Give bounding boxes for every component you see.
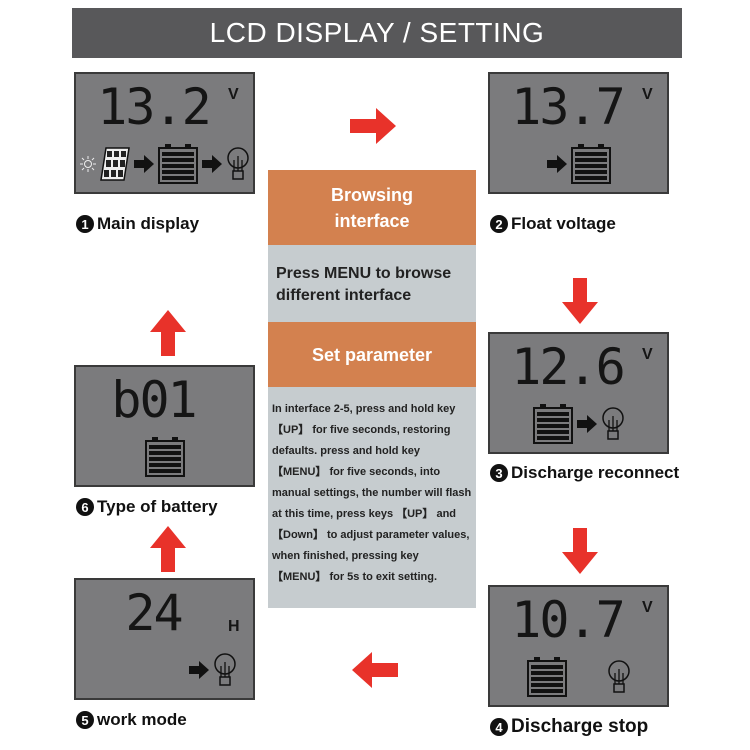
arrow-icon [546,155,567,173]
sun-icon [79,156,96,172]
lcd-unit: V [642,599,653,616]
label-text: Discharge reconnect [511,463,680,482]
lcd-unit: V [228,86,239,103]
arrow-right-icon [350,108,396,144]
arrow-up-icon [150,310,186,356]
label-float-voltage: 2 Float voltage [490,214,616,234]
label-text: work mode [97,710,187,729]
page-title: LCD DISPLAY / SETTING [72,8,682,58]
lcd-discharge-stop: 10.7 V [488,585,669,707]
browse-instructions: Press MENU to browse different interface [268,245,476,322]
lcd-unit: V [642,86,653,103]
lcd-icons [76,142,253,186]
lcd-value: 12.6 [511,338,625,396]
arrow-up-icon [150,526,186,572]
lcd-value: 24 [125,584,183,642]
step-number: 5 [76,711,94,729]
lcd-icons [490,142,667,186]
lcd-icons [76,435,253,479]
step-number: 3 [490,464,508,482]
arrow-icon [189,661,209,679]
arrow-icon [133,155,154,173]
bulb-icon [607,660,631,694]
lcd-float-voltage: 13.7 V [488,72,669,194]
arrow-icon [576,415,597,433]
lcd-icons [490,402,667,446]
lcd-work-mode: 24 H [74,578,255,700]
arrow-icon [201,155,222,173]
lcd-unit: V [642,346,653,363]
step-number: 4 [490,718,508,736]
battery-icon [157,144,198,184]
label-battery-type: 6 Type of battery [76,497,218,517]
lcd-value: 13.7 [511,78,625,136]
setting-instructions: In interface 2-5, press and hold key 【UP… [268,387,476,608]
bulb-icon [213,653,237,687]
label-work-mode: 5 work mode [76,710,187,730]
step-number: 6 [76,498,94,516]
arrow-left-icon [352,652,398,688]
label-main-display: 1 Main display [76,214,199,234]
lcd-value: 13.2 [97,78,211,136]
battery-icon [570,144,611,184]
browsing-interface-header: Browsing interface [268,170,476,245]
battery-icon [144,437,185,477]
lcd-icons [490,655,667,699]
set-parameter-header: Set parameter [268,322,476,387]
arrow-down-icon [562,278,598,324]
label-discharge-stop: 4 Discharge stop [490,716,648,738]
label-text: Float voltage [511,214,616,233]
battery-icon [532,404,573,444]
arrow-down-icon [562,528,598,574]
lcd-icons [76,648,253,692]
label-text: Type of battery [97,497,218,516]
lcd-battery-type: b01 [74,365,255,487]
bulb-icon [226,147,250,181]
lcd-main-display: 13.2 V [74,72,255,194]
lcd-unit: H [228,618,240,635]
lcd-value: b01 [111,371,197,429]
label-discharge-reconnect: 3 Discharge reconnect [490,463,679,483]
bulb-icon [601,407,625,441]
label-text: Main display [97,214,200,233]
step-number: 2 [490,215,508,233]
solar-panel-icon [99,147,130,181]
lcd-discharge-reconnect: 12.6 V [488,332,669,454]
lcd-value: 10.7 [511,591,625,649]
label-text: Discharge stop [511,716,649,737]
step-number: 1 [76,215,94,233]
battery-icon [526,657,567,697]
